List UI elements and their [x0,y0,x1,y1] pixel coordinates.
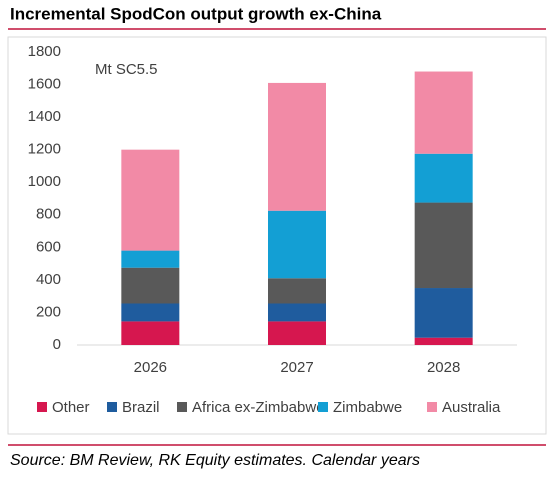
x-tick-label: 2027 [280,359,313,376]
x-tick-label: 2026 [134,359,167,376]
bar-segment [121,267,180,304]
y-tick-label: 1200 [28,141,61,158]
bar-segment [121,250,180,268]
y-tick-label: 400 [36,271,61,288]
chart-title: Incremental SpodCon output growth ex-Chi… [10,4,382,23]
y-tick-label: 0 [53,336,61,353]
unit-annotation: Mt SC5.5 [95,61,158,78]
y-tick-label: 1800 [28,43,61,60]
source: Source: BM Review, RK Equity estimates. … [10,452,420,469]
legend-swatch [177,402,187,412]
y-tick-label: 1600 [28,76,61,93]
legend-label: Zimbabwe [333,399,402,416]
legend-swatch [427,402,437,412]
bar-segment [121,149,180,251]
bar-segment [414,337,473,345]
legend-swatch [37,402,47,412]
chart-frame [7,36,547,435]
bar-segment [268,278,326,304]
bar-segment [414,202,473,289]
legend-label: Brazil [122,399,160,416]
bar-segment [121,321,180,345]
bar-segment [414,153,473,203]
y-tick-label: 200 [36,303,61,320]
legend-swatch [318,402,328,412]
bar-segment [268,210,326,279]
legend-swatch [107,402,117,412]
y-tick-label: 800 [36,206,61,223]
y-tick-label: 1400 [28,108,61,125]
bar-segment [268,321,326,345]
bar-segment [121,303,180,322]
bar-segment [414,288,473,338]
y-tick-label: 600 [36,238,61,255]
legend-label: Africa ex-Zimbabwe [192,399,325,416]
legend-label: Australia [442,399,501,416]
bar-segment [414,71,473,154]
x-tick-label: 2028 [427,359,460,376]
y-tick-label: 1000 [28,173,61,190]
legend-label: Other [52,399,90,416]
bar-segment [268,82,326,211]
bar-segment [268,303,326,322]
